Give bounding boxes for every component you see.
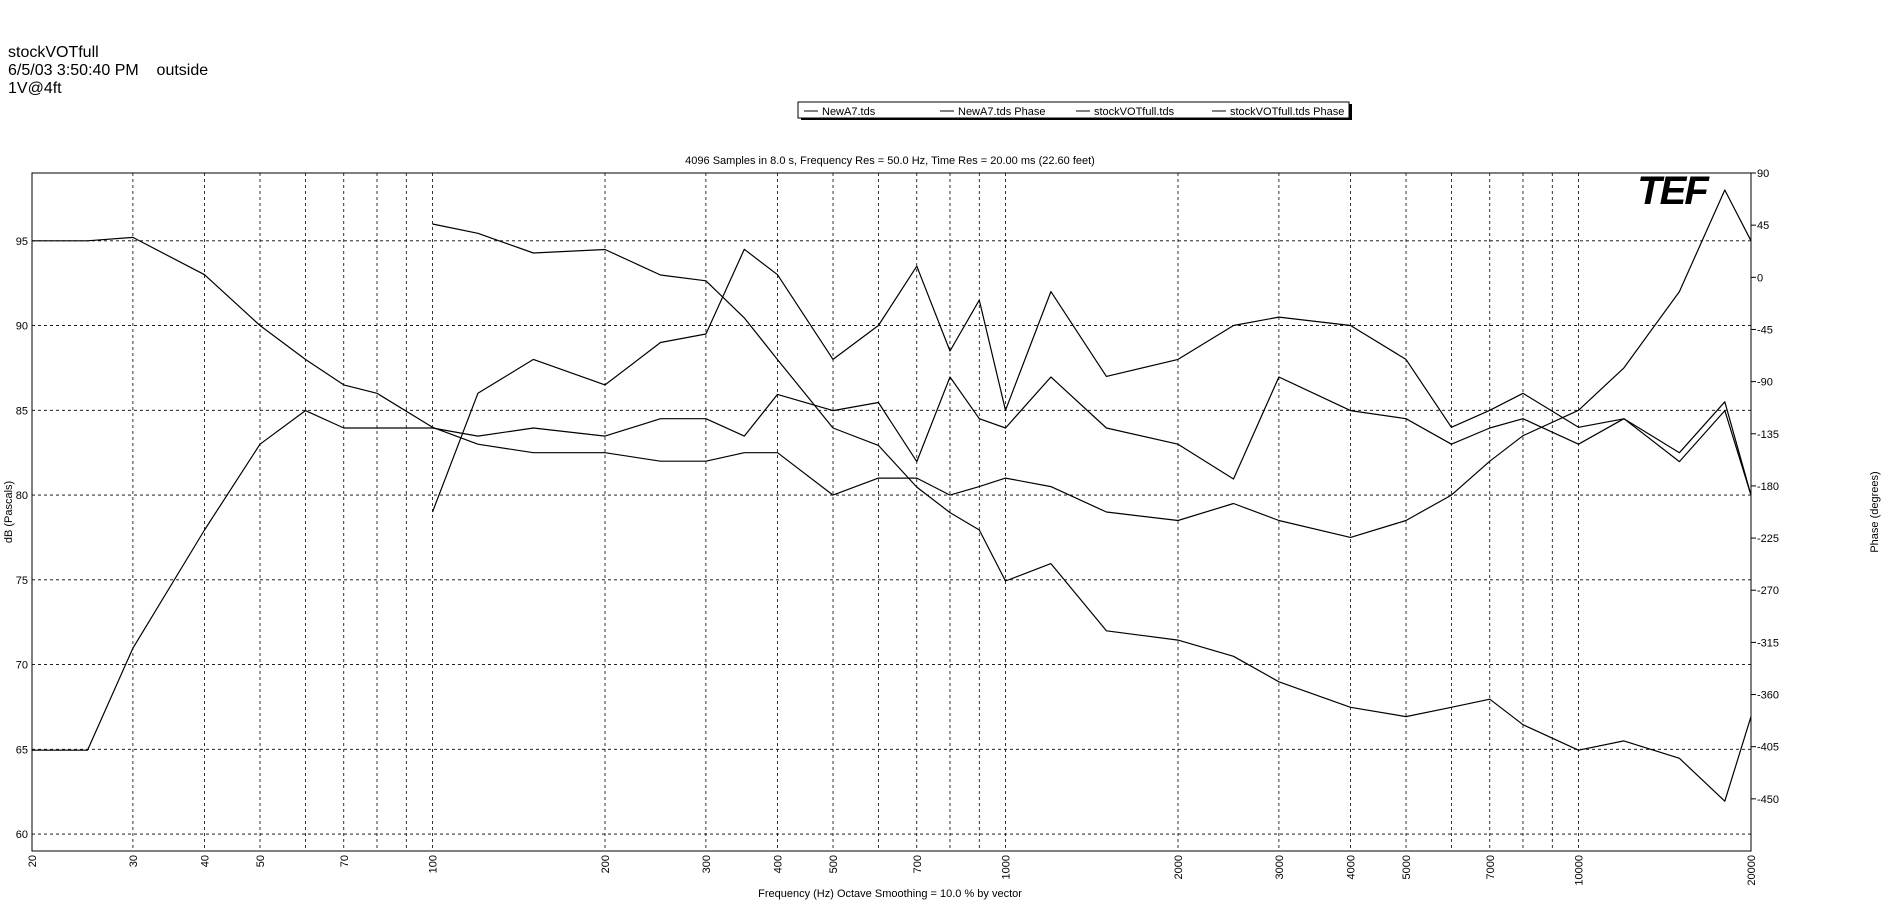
series-line [32,376,1752,751]
x-tick-label: 2000 [1173,855,1185,879]
y-tick-label: 60 [16,829,28,841]
y-axis-title: dB (Pascals) [3,481,15,543]
x-tick-label: 7000 [1485,855,1497,879]
legend-label: stockVOTfull.tds [1094,106,1175,118]
x-tick-label: 40 [199,855,211,867]
legend-label: NewA7.tds [822,106,876,118]
x-tick-label: 50 [255,855,267,867]
x-tick-label: 700 [912,855,924,873]
header-line: stockVOTfull [8,44,99,61]
header-line: 6/5/03 3:50:40 PM outside [8,62,208,79]
x-tick-label: 3000 [1274,855,1286,879]
x-tick-label: 500 [828,855,840,873]
header-line: 1V@4ft [8,80,62,97]
x-tick-label: 100 [428,855,440,873]
x-tick-label: 30 [128,855,140,867]
y2-tick-label: -225 [1757,533,1779,545]
y2-tick-label: -405 [1757,742,1779,754]
y2-tick-label: -90 [1757,377,1773,389]
y-tick-label: 75 [16,575,28,587]
y2-axis-title: Phase (degrees) [1869,471,1881,552]
series-line [431,248,1752,513]
y2-tick-label: -180 [1757,481,1779,493]
x-tick-label: 20 [27,855,39,867]
y-tick-label: 95 [16,236,28,248]
y-tick-label: 70 [16,660,28,672]
y2-tick-label: 45 [1757,220,1769,232]
x-tick-label: 20000 [1746,855,1758,886]
x-tick-label: 4000 [1345,855,1357,879]
y2-tick-label: -360 [1757,690,1779,702]
x-tick-label: 1000 [1001,855,1013,879]
x-tick-label: 5000 [1401,855,1413,879]
x-tick-label: 400 [772,855,784,873]
y2-tick-label: -135 [1757,429,1779,441]
series-line [432,223,1752,802]
y2-tick-label: -270 [1757,585,1779,597]
y-tick-label: 80 [16,490,28,502]
legend-box [797,101,1350,119]
legend-label: NewA7.tds Phase [958,106,1045,118]
x-axis-title: Frequency (Hz) Octave Smoothing = 10.0 %… [758,888,1022,900]
x-tick-label: 200 [600,855,612,873]
subtitle: 4096 Samples in 8.0 s, Frequency Res = 5… [685,155,1095,167]
y2-tick-label: -315 [1757,637,1779,649]
y2-tick-label: 90 [1757,168,1769,180]
x-tick-label: 300 [701,855,713,873]
y-tick-label: 90 [16,321,28,333]
x-tick-label: 70 [339,855,351,867]
series-line [32,189,1752,538]
logo: TEF [1637,169,1710,213]
y2-tick-label: 0 [1757,272,1763,284]
y2-tick-label: -450 [1757,794,1779,806]
y-tick-label: 85 [16,405,28,417]
legend-label: stockVOTfull.tds Phase [1230,106,1344,118]
x-tick-label: 10000 [1574,855,1586,886]
y-tick-label: 65 [16,744,28,756]
y2-tick-label: -45 [1757,324,1773,336]
